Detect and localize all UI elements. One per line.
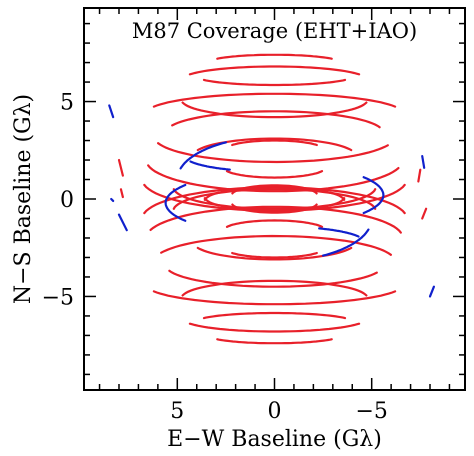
uv-track bbox=[152, 92, 397, 108]
uv-track bbox=[179, 141, 227, 170]
uv-segment bbox=[117, 213, 128, 232]
coverage-tracks bbox=[108, 53, 435, 345]
uv-track bbox=[196, 246, 353, 261]
y-tick-label: −5 bbox=[42, 285, 74, 310]
uv-track bbox=[152, 290, 397, 306]
uv-track bbox=[225, 219, 324, 228]
uv-segment bbox=[108, 104, 115, 119]
uv-track bbox=[231, 139, 318, 147]
uv-track bbox=[164, 183, 187, 222]
uv-segment bbox=[119, 188, 124, 199]
uv-segment bbox=[417, 168, 422, 183]
y-axis-label: N−S Baseline (Gλ) bbox=[11, 94, 36, 304]
uv-track bbox=[181, 101, 368, 119]
uv-track bbox=[203, 186, 346, 201]
uv-track bbox=[168, 269, 378, 288]
uv-segment bbox=[110, 197, 115, 203]
uv-segment bbox=[421, 155, 426, 169]
uv-track bbox=[188, 322, 361, 333]
uv-track bbox=[171, 110, 381, 129]
x-axis-label: E−W Baseline (Gλ) bbox=[167, 427, 382, 452]
uv-track bbox=[231, 251, 318, 259]
uv-segment bbox=[428, 285, 435, 298]
uv-track bbox=[362, 176, 385, 215]
uv-track bbox=[202, 78, 347, 87]
uv-track bbox=[189, 160, 231, 171]
uv-track bbox=[231, 203, 318, 214]
uv-track bbox=[202, 311, 347, 320]
uv-track bbox=[216, 53, 333, 60]
x-tick-label: 0 bbox=[268, 399, 282, 424]
x-tick-label: 5 bbox=[170, 399, 184, 424]
axis-ticks: 5 0 −5 5 0 −5 bbox=[42, 8, 465, 424]
uv-track bbox=[216, 338, 333, 345]
uv-track bbox=[160, 234, 392, 256]
uv-track bbox=[196, 137, 353, 152]
uv-track bbox=[203, 197, 346, 212]
y-tick-label: 0 bbox=[60, 188, 74, 213]
uv-track bbox=[225, 170, 324, 179]
chart-title: M87 Coverage (EHT+IAO) bbox=[132, 19, 417, 43]
uv-track bbox=[188, 65, 361, 76]
uv-track bbox=[231, 184, 318, 195]
uv-segment bbox=[117, 158, 124, 177]
plot-frame bbox=[83, 7, 466, 391]
uv-track bbox=[181, 279, 368, 297]
uv-segment bbox=[421, 207, 428, 220]
uv-track bbox=[172, 188, 377, 210]
uv-track bbox=[157, 142, 389, 164]
x-tick-label: −5 bbox=[355, 399, 387, 424]
y-tick-label: 5 bbox=[60, 91, 74, 116]
uv-track bbox=[322, 228, 370, 257]
uv-track bbox=[318, 227, 360, 238]
